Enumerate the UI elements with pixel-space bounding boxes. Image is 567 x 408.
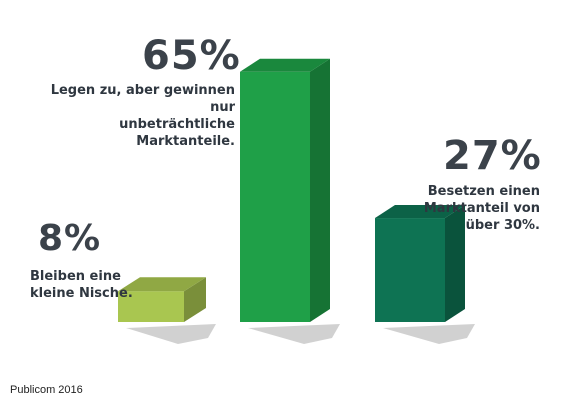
- bar1-side: [184, 277, 206, 322]
- bar3-description-line1: Besetzen einen: [427, 184, 540, 199]
- bar2-side: [310, 58, 330, 322]
- bar1-value-label: 8%: [38, 218, 102, 259]
- bar3-description-line3: über 30%.: [465, 218, 540, 233]
- source-note: Publicom 2016: [10, 384, 83, 396]
- bar2-description-line2: unbeträchtliche Marktanteile.: [119, 117, 235, 149]
- bar1-front: [118, 291, 184, 322]
- bar2-description: Legen zu, aber gewinnen nur unbeträchtli…: [35, 82, 235, 150]
- bar2-shadow: [248, 324, 340, 344]
- bar3-description-line2: Marktanteil von: [423, 201, 540, 216]
- bar3-value-label: 27%: [443, 133, 542, 179]
- bar2-front: [240, 71, 310, 322]
- bar3-side: [445, 205, 465, 322]
- bar1-description: Bleiben eine kleine Nische.: [30, 268, 133, 302]
- bar2-description-line1: Legen zu, aber gewinnen nur: [50, 83, 235, 115]
- bar2-value-label: 65%: [142, 33, 241, 79]
- bar1-shadow: [126, 324, 216, 344]
- bar1-top: [118, 277, 206, 292]
- bar2-top: [240, 58, 330, 72]
- bar3-description: Besetzen einen Marktanteil von über 30%.: [400, 183, 540, 234]
- bar1-description-line1: Bleiben eine: [30, 269, 121, 284]
- bar3-front: [375, 218, 445, 322]
- bar3-shadow: [383, 324, 475, 344]
- bar1-description-line2: kleine Nische.: [30, 286, 133, 301]
- bar3-top: [375, 205, 465, 219]
